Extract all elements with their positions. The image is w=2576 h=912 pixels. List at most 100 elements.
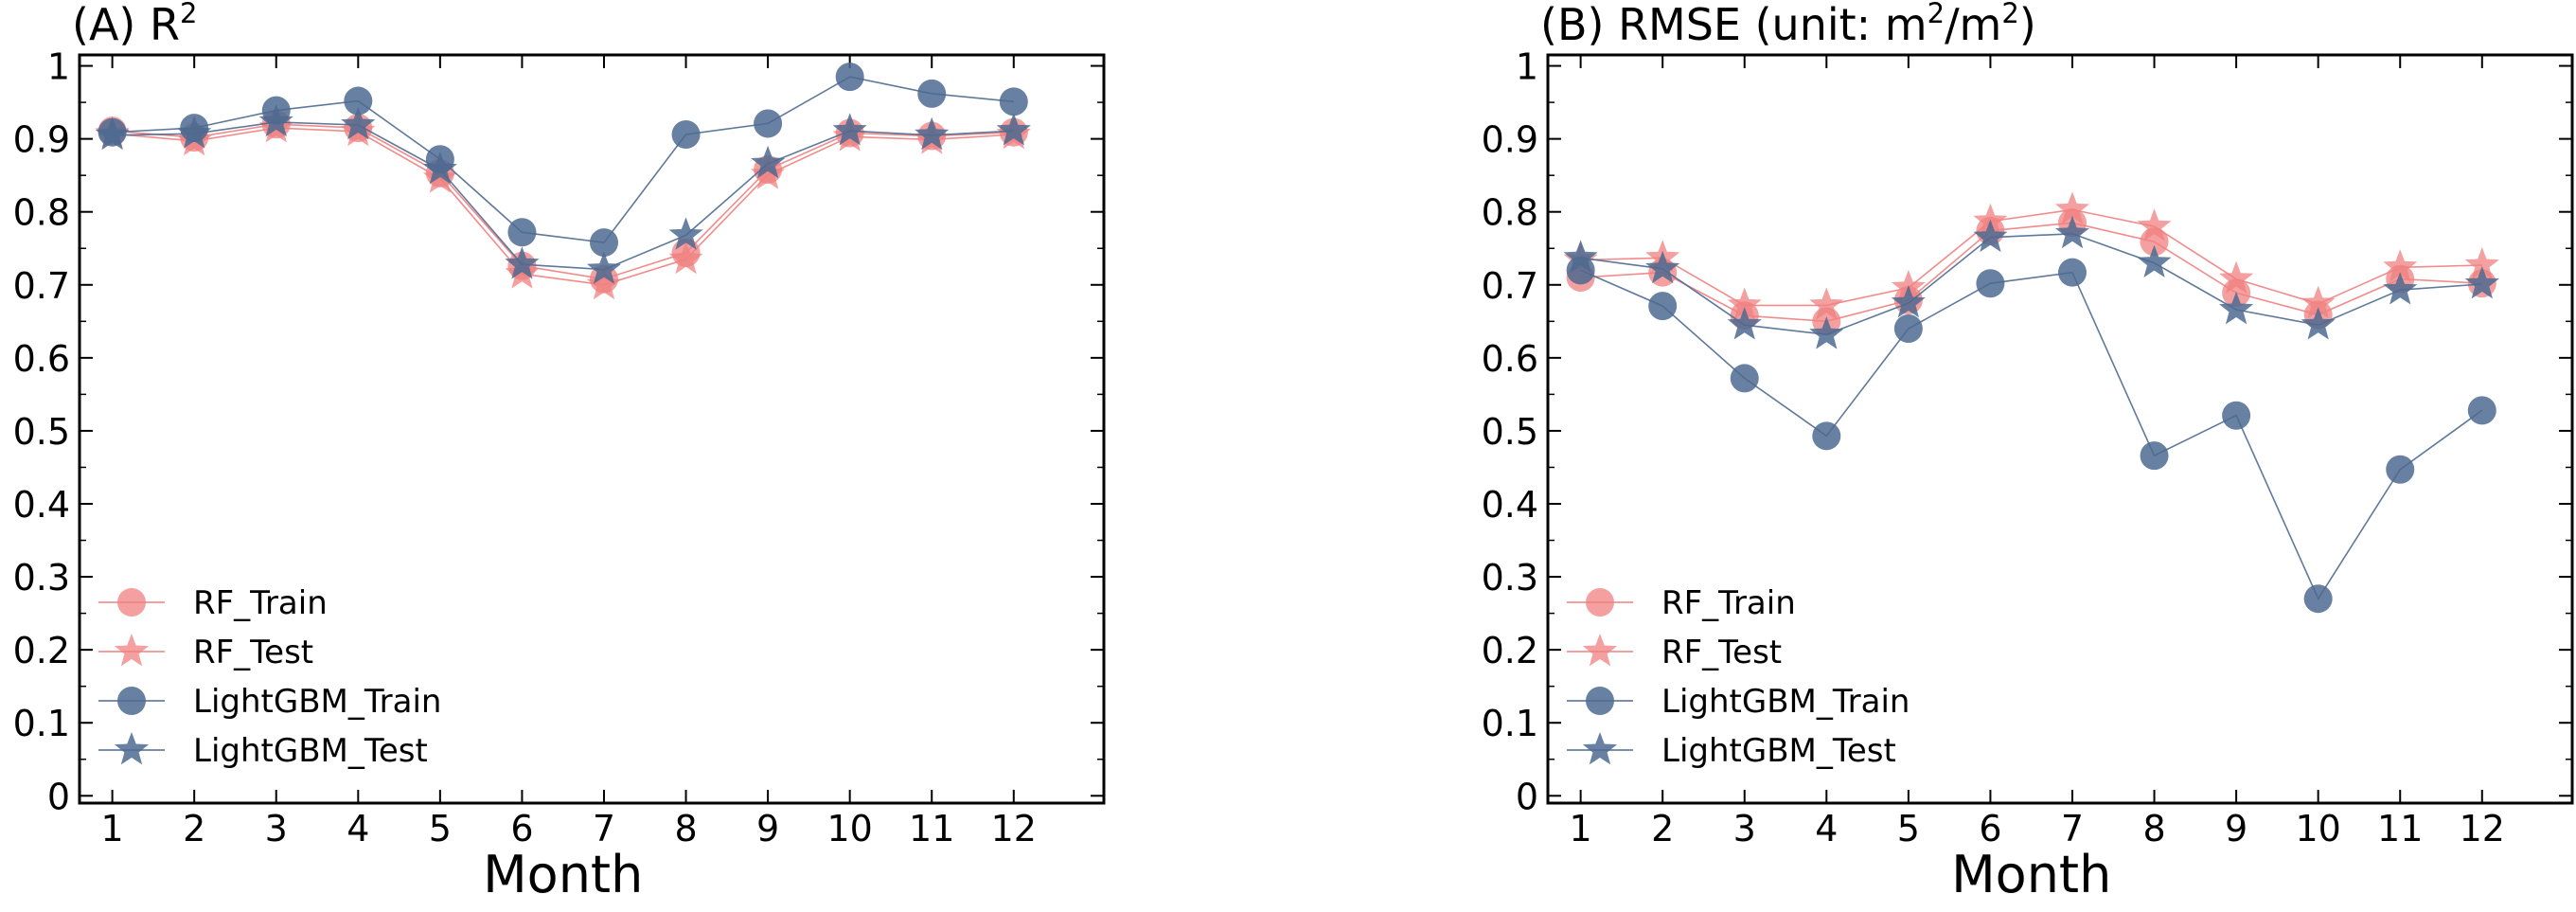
legend-marker bbox=[1586, 588, 1614, 617]
data-point-lightgbm_test bbox=[1891, 285, 1926, 318]
data-point-lightgbm_test bbox=[2383, 272, 2418, 305]
y-tick-label: 0 bbox=[1516, 776, 1538, 817]
x-axis-label: Month bbox=[483, 845, 643, 904]
axes-frame bbox=[78, 53, 1106, 805]
data-point-lightgbm_test bbox=[996, 113, 1031, 146]
x-tick-label: 10 bbox=[826, 808, 872, 849]
data-point-lightgbm_test bbox=[1973, 219, 2008, 253]
y-tick-label: 0.1 bbox=[1482, 703, 1538, 744]
data-point-lightgbm_test bbox=[2054, 215, 2090, 249]
data-point-lightgbm_test bbox=[341, 107, 376, 140]
data-point-lightgbm_train bbox=[1893, 314, 1923, 344]
data-point-lightgbm_train bbox=[671, 120, 701, 150]
x-tick-label: 9 bbox=[2225, 808, 2247, 849]
y-tick-label: 0.1 bbox=[13, 703, 70, 744]
data-point-lightgbm_test bbox=[95, 116, 130, 151]
x-tick-label: 11 bbox=[2377, 808, 2423, 849]
y-tick-label: 0.7 bbox=[1482, 265, 1538, 307]
data-point-lightgbm_train bbox=[754, 109, 783, 138]
data-point-lightgbm_test bbox=[177, 116, 212, 149]
x-axis-label: Month bbox=[1951, 845, 2111, 904]
y-tick-label: 0.8 bbox=[13, 192, 70, 234]
data-point-lightgbm_train bbox=[1812, 421, 1841, 451]
data-point-lightgbm_test bbox=[1563, 240, 1598, 273]
x-tick-label: 11 bbox=[909, 808, 954, 849]
panel-rmse: (B) RMSE (unit: m2/m2) 0 0.1 0.2 0.3 0.4 0.5 0… bbox=[1482, 0, 2574, 904]
y-tick-label: 0.3 bbox=[13, 557, 70, 599]
data-point-rf_test bbox=[2383, 249, 2418, 282]
legend-label: RF_Test bbox=[193, 634, 313, 671]
x-tick-label: 3 bbox=[265, 808, 288, 849]
y-tick-label: 0.4 bbox=[1482, 484, 1538, 526]
x-tick-label: 1 bbox=[1570, 808, 1592, 849]
data-point-rf_test bbox=[1809, 287, 1844, 320]
y-tick-label: 0.4 bbox=[13, 484, 70, 526]
y-tick-label: 0.6 bbox=[13, 338, 70, 380]
x-tick-label: 4 bbox=[346, 808, 369, 849]
x-tick-label: 12 bbox=[2460, 808, 2505, 849]
y-tick-label: 0.3 bbox=[1482, 557, 1538, 599]
x-tick-label: 10 bbox=[2295, 808, 2340, 849]
data-point-rf_test bbox=[2464, 247, 2499, 280]
legend-marker bbox=[117, 588, 146, 617]
x-tick-label: 5 bbox=[429, 808, 452, 849]
x-tick-label: 7 bbox=[593, 808, 615, 849]
legend-marker bbox=[117, 687, 146, 715]
data-point-lightgbm_train bbox=[1730, 364, 1759, 393]
x-tick-label: 4 bbox=[1815, 808, 1838, 849]
data-point-lightgbm_train bbox=[2140, 441, 2169, 471]
panel-r2: (A) R2 00.10.20.30.40.50.60.70.80.911 2 3 4… bbox=[13, 0, 1106, 904]
y-tick-label: 0.8 bbox=[1482, 192, 1538, 234]
data-point-lightgbm_train bbox=[589, 228, 618, 258]
x-tick-label: 8 bbox=[2142, 808, 2165, 849]
x-tick-label: 12 bbox=[991, 808, 1037, 849]
data-point-rf_test bbox=[2137, 208, 2172, 241]
legend-label: LightGBM_Test bbox=[1661, 732, 1896, 770]
legend-label: RF_Train bbox=[1661, 584, 1796, 622]
y-tick-label: 0.2 bbox=[13, 630, 70, 671]
series-line-lightgbm_test bbox=[1580, 232, 2482, 336]
legend-label: RF_Train bbox=[193, 584, 328, 622]
x-tick-label: 3 bbox=[1733, 808, 1756, 849]
data-point-lightgbm_train bbox=[917, 79, 947, 108]
y-tick-label: 0.5 bbox=[1482, 411, 1538, 453]
y-tick-label: 1 bbox=[47, 46, 70, 88]
x-tick-label: 6 bbox=[510, 808, 533, 849]
data-point-lightgbm_test bbox=[668, 217, 703, 250]
data-point-lightgbm_test bbox=[1645, 250, 1680, 284]
x-tick-label: 6 bbox=[1979, 808, 2001, 849]
series-line-rf_test bbox=[1580, 208, 2482, 307]
y-tick-label: 1 bbox=[1516, 46, 1538, 88]
data-point-lightgbm_test bbox=[2219, 292, 2254, 325]
y-tick-label: 0.9 bbox=[13, 119, 70, 161]
x-tick-label: 9 bbox=[756, 808, 779, 849]
series-line-rf_test bbox=[112, 127, 1014, 286]
x-tick-label: 1 bbox=[101, 808, 124, 849]
chart-title: (B) RMSE (unit: m2/m2) bbox=[1540, 0, 2036, 50]
legend-marker bbox=[114, 634, 150, 667]
chart-title: (A) R2 bbox=[72, 0, 197, 50]
data-point-lightgbm_test bbox=[2137, 244, 2172, 277]
series-line-lightgbm_train bbox=[112, 76, 1014, 243]
y-tick-label: 0.9 bbox=[1482, 119, 1538, 161]
legend-label: LightGBM_Train bbox=[1661, 683, 1910, 721]
x-tick-label: 8 bbox=[674, 808, 697, 849]
legend-marker bbox=[1582, 732, 1618, 765]
data-point-lightgbm_train bbox=[1648, 292, 1678, 321]
series-line-rf_train bbox=[1580, 222, 2482, 323]
data-point-lightgbm_test bbox=[422, 152, 457, 185]
data-point-lightgbm_test bbox=[1727, 307, 1762, 340]
data-point-rf_test bbox=[1727, 287, 1762, 320]
data-point-lightgbm_train bbox=[2222, 401, 2251, 430]
data-point-lightgbm_train bbox=[2467, 396, 2496, 425]
legend-marker bbox=[1582, 634, 1618, 667]
y-tick-label: 0 bbox=[47, 776, 70, 817]
data-point-lightgbm_train bbox=[999, 87, 1028, 116]
legend-marker bbox=[1586, 687, 1614, 715]
series-line-lightgbm_train bbox=[1580, 269, 2483, 600]
data-point-lightgbm_test bbox=[505, 246, 540, 279]
data-point-lightgbm_test bbox=[832, 113, 867, 146]
legend-label: LightGBM_Train bbox=[193, 683, 441, 721]
data-point-lightgbm_train bbox=[835, 63, 864, 92]
